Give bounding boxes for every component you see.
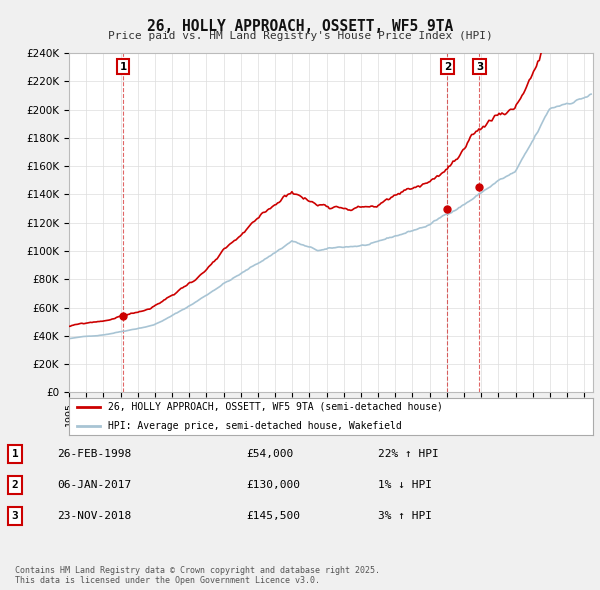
- Text: 1: 1: [119, 61, 127, 71]
- Text: HPI: Average price, semi-detached house, Wakefield: HPI: Average price, semi-detached house,…: [108, 421, 402, 431]
- Text: £145,500: £145,500: [246, 511, 300, 520]
- Text: 26, HOLLY APPROACH, OSSETT, WF5 9TA (semi-detached house): 26, HOLLY APPROACH, OSSETT, WF5 9TA (sem…: [108, 402, 443, 412]
- Text: 3% ↑ HPI: 3% ↑ HPI: [378, 511, 432, 520]
- Text: 2: 2: [11, 480, 19, 490]
- Text: 06-JAN-2017: 06-JAN-2017: [57, 480, 131, 490]
- Text: £130,000: £130,000: [246, 480, 300, 490]
- Text: 1% ↓ HPI: 1% ↓ HPI: [378, 480, 432, 490]
- Text: 3: 3: [11, 511, 19, 520]
- Text: 3: 3: [476, 61, 483, 71]
- Text: 1: 1: [11, 450, 19, 459]
- Text: Contains HM Land Registry data © Crown copyright and database right 2025.
This d: Contains HM Land Registry data © Crown c…: [15, 566, 380, 585]
- Text: Price paid vs. HM Land Registry's House Price Index (HPI): Price paid vs. HM Land Registry's House …: [107, 31, 493, 41]
- Text: 2: 2: [444, 61, 451, 71]
- Text: 23-NOV-2018: 23-NOV-2018: [57, 511, 131, 520]
- Text: £54,000: £54,000: [246, 450, 293, 459]
- Text: 26, HOLLY APPROACH, OSSETT, WF5 9TA: 26, HOLLY APPROACH, OSSETT, WF5 9TA: [147, 19, 453, 34]
- Text: 22% ↑ HPI: 22% ↑ HPI: [378, 450, 439, 459]
- Text: 26-FEB-1998: 26-FEB-1998: [57, 450, 131, 459]
